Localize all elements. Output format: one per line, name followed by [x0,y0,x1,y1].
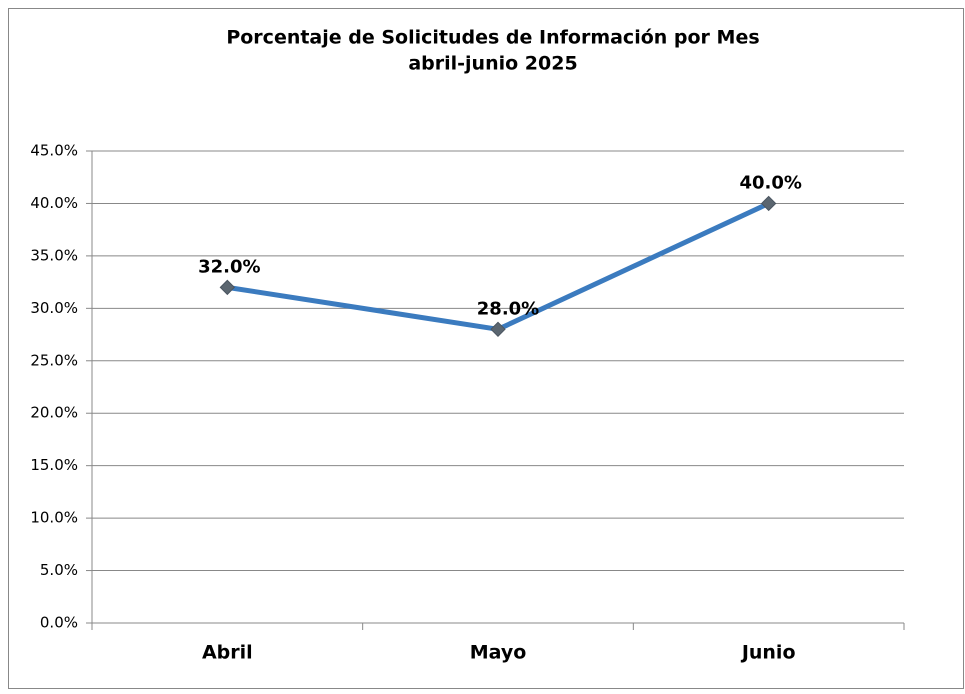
x-tick-label: Junio [740,642,796,664]
y-tick-label: 15.0% [30,456,78,474]
data-label: 40.0% [739,172,801,193]
y-tick-label: 5.0% [40,561,78,579]
data-label: 28.0% [477,298,539,319]
y-tick-label: 20.0% [30,404,78,422]
marker [760,195,777,212]
marker [490,321,506,338]
chart-border [8,8,964,689]
y-tick-label: 35.0% [30,246,78,264]
data-label: 32.0% [198,256,260,277]
y-tick-label: 25.0% [30,351,78,369]
chart-title: Porcentaje de Solicitudes de Información… [226,27,759,49]
y-tick-label: 0.0% [40,614,78,632]
chart-subtitle: abril-junio 2025 [408,53,577,75]
y-tick-label: 40.0% [30,194,78,212]
x-tick-label: Mayo [470,642,527,664]
y-tick-label: 30.0% [30,299,78,317]
x-tick-label: Abril [202,642,253,664]
y-tick-label: 45.0% [30,142,78,160]
y-tick-label: 10.0% [30,509,78,527]
marker [219,279,236,296]
